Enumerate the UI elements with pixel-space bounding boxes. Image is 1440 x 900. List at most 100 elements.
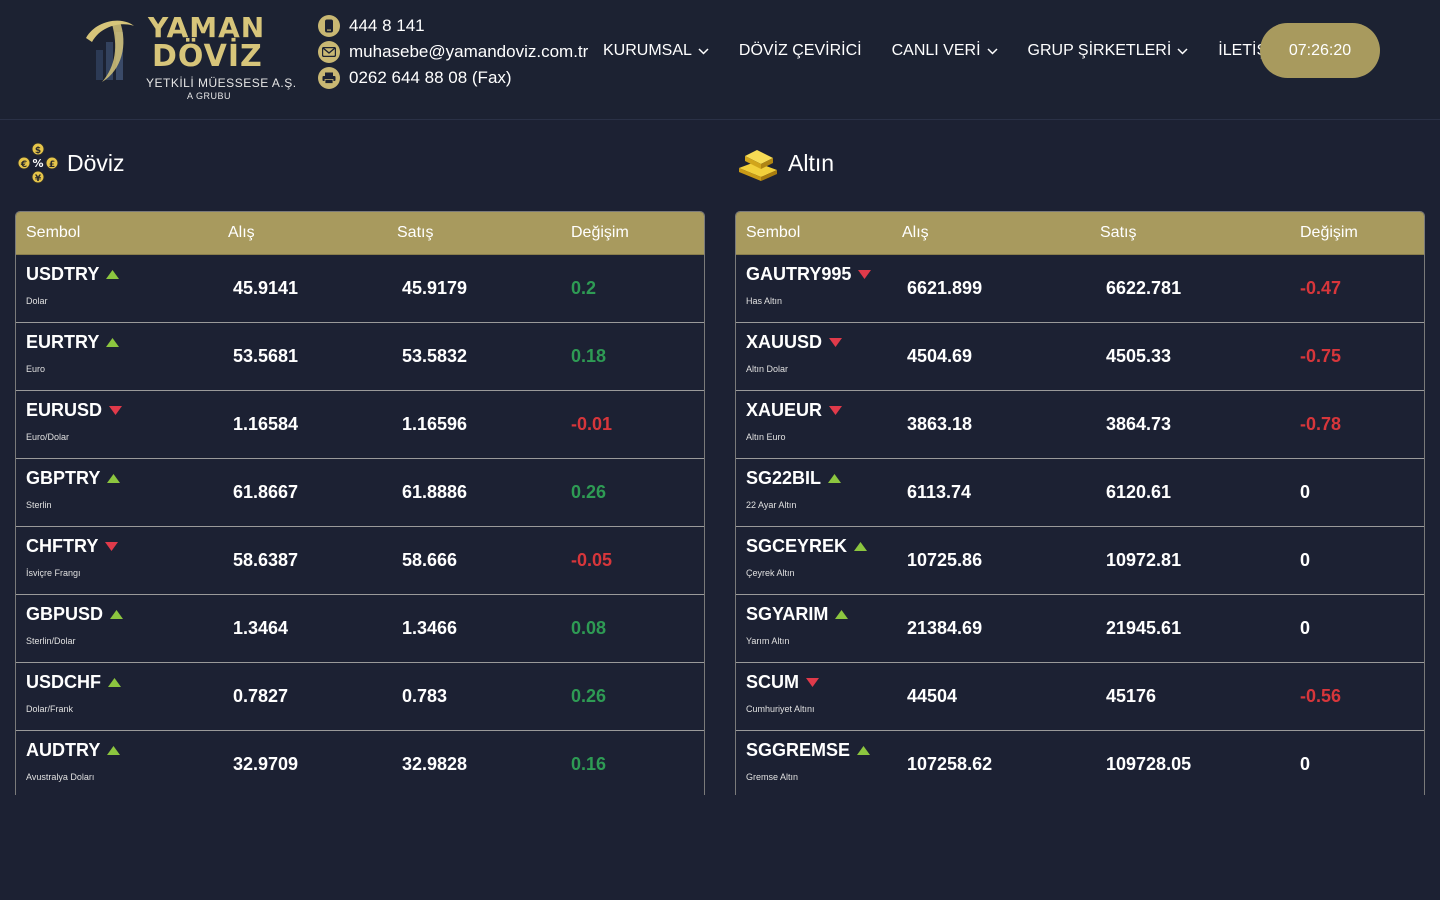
row-buy: 0.7827 xyxy=(233,686,289,706)
row-sell: 1.3466 xyxy=(402,618,458,638)
row-buy: 45.9141 xyxy=(233,278,299,298)
row-change: 0 xyxy=(1300,618,1311,638)
row-name: Euro xyxy=(26,364,46,374)
altin-title: Altın xyxy=(788,149,835,176)
row-symbol-text: SCUM xyxy=(746,672,799,692)
contact-fax[interactable]: 0262 644 88 08 (Fax) xyxy=(318,65,588,91)
nav-doviz-cevirici-label: DÖVİZ ÇEVİRİCİ xyxy=(738,42,862,59)
trend-down-icon xyxy=(858,270,872,279)
table-row[interactable]: GBPUSD Sterlin/Dolar 1.3464 1.3466 0.08 xyxy=(16,595,704,663)
row-sell: 0.783 xyxy=(402,686,448,706)
row-sell: 10972.81 xyxy=(1106,550,1182,570)
row-buy: 44504 xyxy=(907,686,958,706)
clock-button[interactable]: 07:26:20 xyxy=(1260,23,1380,78)
row-sell: 58.666 xyxy=(402,550,458,570)
trend-up-icon xyxy=(857,746,871,755)
row-symbol-text: SGGREMSE xyxy=(746,740,851,760)
nav-kurumsal[interactable]: KURUMSAL xyxy=(603,42,709,60)
row-name: Yarım Altın xyxy=(746,636,790,646)
email-text: muhasebe@yamandoviz.com.tr xyxy=(349,42,589,61)
brand-logo[interactable]: YAMAN DÖVİZ YETKİLİ MÜESSESE A.Ş. A GRUB… xyxy=(82,14,296,104)
row-sell: 45.9179 xyxy=(402,278,468,298)
row-change: 0.18 xyxy=(571,346,607,366)
row-sell: 4505.33 xyxy=(1106,346,1172,366)
altin-col-alis: Alış xyxy=(902,224,929,241)
altin-col-degisim: Değişim xyxy=(1300,224,1358,241)
nav-grup-sirketleri-label: GRUP ŞİRKETLERİ xyxy=(1027,42,1172,59)
row-name: Gremse Altın xyxy=(746,772,799,782)
altin-table-body: GAUTRY995 Has Altın 6621.899 6622.781 -0.47 X… xyxy=(736,255,1424,795)
row-symbol-text: EURTRY xyxy=(26,332,100,352)
row-symbol: SGGREMSE xyxy=(746,740,871,761)
row-change: -0.56 xyxy=(1300,686,1342,706)
contact-phone[interactable]: 444 8 141 xyxy=(318,13,588,39)
row-symbol: USDCHF xyxy=(26,672,122,693)
nav-canli-veri[interactable]: CANLI VERİ xyxy=(892,42,998,60)
row-sell: 109728.05 xyxy=(1106,754,1192,774)
trend-down-icon xyxy=(806,678,819,687)
row-buy: 1.16584 xyxy=(233,414,299,434)
doviz-table: Sembol Alış Satış Değişim USDTRY Dolar 45.… xyxy=(15,211,705,795)
row-sell: 21945.61 xyxy=(1106,618,1182,638)
brand-title-line2: DÖVİZ xyxy=(152,39,263,74)
table-row[interactable]: EURTRY Euro 53.5681 53.5832 0.18 xyxy=(16,323,704,391)
doviz-section-title: $ € £ ¥ % Döviz xyxy=(17,142,125,184)
row-symbol-text: USDCHF xyxy=(26,672,101,692)
table-row[interactable]: GAUTRY995 Has Altın 6621.899 6622.781 -0.47 xyxy=(736,255,1424,323)
table-row[interactable]: USDCHF Dolar/Frank 0.7827 0.783 0.26 xyxy=(16,663,704,731)
row-symbol: GAUTRY995 xyxy=(746,264,872,285)
row-symbol-text: GAUTRY995 xyxy=(746,264,852,284)
row-symbol-text: XAUUSD xyxy=(746,332,823,352)
svg-text:€: € xyxy=(20,160,27,170)
row-name: Altın Dolar xyxy=(746,364,789,374)
chevron-down-icon xyxy=(1177,47,1188,55)
nav-doviz-cevirici[interactable]: DÖVİZ ÇEVİRİCİ xyxy=(739,42,862,60)
row-change: 0.26 xyxy=(571,686,607,706)
doviz-table-header: Sembol Alış Satış Değişim xyxy=(16,212,704,255)
table-row[interactable]: SGCEYREK Çeyrek Altın 10725.86 10972.81 0 xyxy=(736,527,1424,595)
table-row[interactable]: SGYARIM Yarım Altın 21384.69 21945.61 0 xyxy=(736,595,1424,663)
table-row[interactable]: GBPTRY Sterlin 61.8667 61.8886 0.26 xyxy=(16,459,704,527)
row-symbol: CHFTRY xyxy=(26,536,119,557)
row-symbol: XAUEUR xyxy=(746,400,843,421)
mail-icon xyxy=(318,41,340,63)
row-sell: 1.16596 xyxy=(402,414,468,434)
nav-grup-sirketleri[interactable]: GRUP ŞİRKETLERİ xyxy=(1028,42,1189,60)
table-row[interactable]: SGGREMSE Gremse Altın 107258.62 109728.05 0 xyxy=(736,731,1424,795)
site-header: YAMAN DÖVİZ YETKİLİ MÜESSESE A.Ş. A GRUB… xyxy=(0,0,1440,120)
row-change: -0.75 xyxy=(1300,346,1342,366)
contact-email[interactable]: muhasebe@yamandoviz.com.tr xyxy=(318,39,588,65)
trend-up-icon xyxy=(110,610,124,619)
row-sell: 6622.781 xyxy=(1106,278,1182,298)
row-change: -0.78 xyxy=(1300,414,1342,434)
row-change: 0.2 xyxy=(571,278,597,298)
row-change: 0.08 xyxy=(571,618,607,638)
doviz-col-degisim: Değişim xyxy=(571,224,629,241)
phone-icon xyxy=(318,15,340,37)
row-change: 0 xyxy=(1300,754,1311,774)
nav-kurumsal-label: KURUMSAL xyxy=(603,42,692,59)
table-row[interactable]: EURUSD Euro/Dolar 1.16584 1.16596 -0.01 xyxy=(16,391,704,459)
row-sell: 61.8886 xyxy=(402,482,468,502)
table-row[interactable]: SG22BIL 22 Ayar Altın 6113.74 6120.61 0 xyxy=(736,459,1424,527)
table-row[interactable]: SCUM Cumhuriyet Altını 44504 45176 -0.56 xyxy=(736,663,1424,731)
row-change: 0.26 xyxy=(571,482,607,502)
table-row[interactable]: CHFTRY İsviçre Frangı 58.6387 58.666 -0.05 xyxy=(16,527,704,595)
chevron-down-icon xyxy=(698,47,709,55)
row-symbol: EURUSD xyxy=(26,400,123,421)
table-row[interactable]: USDTRY Dolar 45.9141 45.9179 0.2 xyxy=(16,255,704,323)
row-change: -0.47 xyxy=(1300,278,1342,298)
altin-section-title: Altın xyxy=(735,144,834,182)
doviz-col-sembol: Sembol xyxy=(26,224,81,241)
row-symbol-text: GBPUSD xyxy=(26,604,104,624)
trend-up-icon xyxy=(106,270,120,279)
row-symbol-text: AUDTRY xyxy=(26,740,101,760)
table-row[interactable]: XAUUSD Altın Dolar 4504.69 4505.33 -0.75 xyxy=(736,323,1424,391)
row-name: İsviçre Frangı xyxy=(26,568,81,578)
row-name: Dolar xyxy=(26,296,48,306)
table-row[interactable]: AUDTRY Avustralya Doları 32.9709 32.9828 0.1… xyxy=(16,731,704,795)
row-buy: 6113.74 xyxy=(907,482,972,502)
table-row[interactable]: XAUEUR Altın Euro 3863.18 3864.73 -0.78 xyxy=(736,391,1424,459)
row-symbol-text: GBPTRY xyxy=(26,468,101,488)
row-symbol: GBPTRY xyxy=(26,468,121,489)
